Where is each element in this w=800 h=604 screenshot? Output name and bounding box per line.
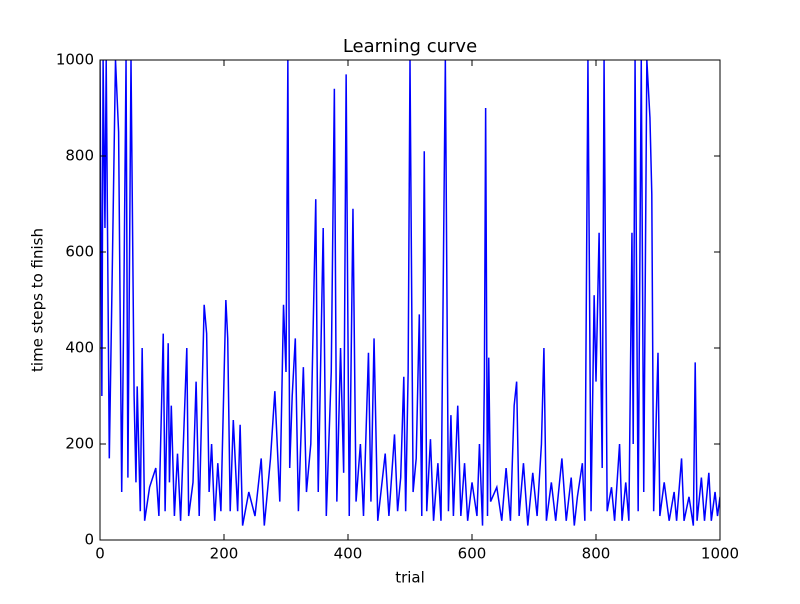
y-tick-label: 200 (65, 435, 94, 453)
x-tick-label: 400 (334, 545, 363, 563)
x-tick-label: 0 (95, 545, 105, 563)
x-tick-label: 800 (582, 545, 611, 563)
y-tick-label: 400 (65, 339, 94, 357)
x-tick-label: 1000 (701, 545, 739, 563)
plot-frame (99, 59, 721, 541)
y-axis-label: time steps to finish (29, 228, 47, 372)
data-line (100, 60, 720, 526)
y-tick-label: 0 (84, 531, 94, 549)
y-tick-label: 1000 (56, 51, 94, 69)
y-tick-label: 800 (65, 147, 94, 165)
x-tick-label: 200 (210, 545, 239, 563)
x-axis-label: trial (395, 569, 425, 587)
chart-title: Learning curve (343, 36, 477, 57)
y-tick-label: 600 (65, 243, 94, 261)
x-tick-label: 600 (458, 545, 487, 563)
